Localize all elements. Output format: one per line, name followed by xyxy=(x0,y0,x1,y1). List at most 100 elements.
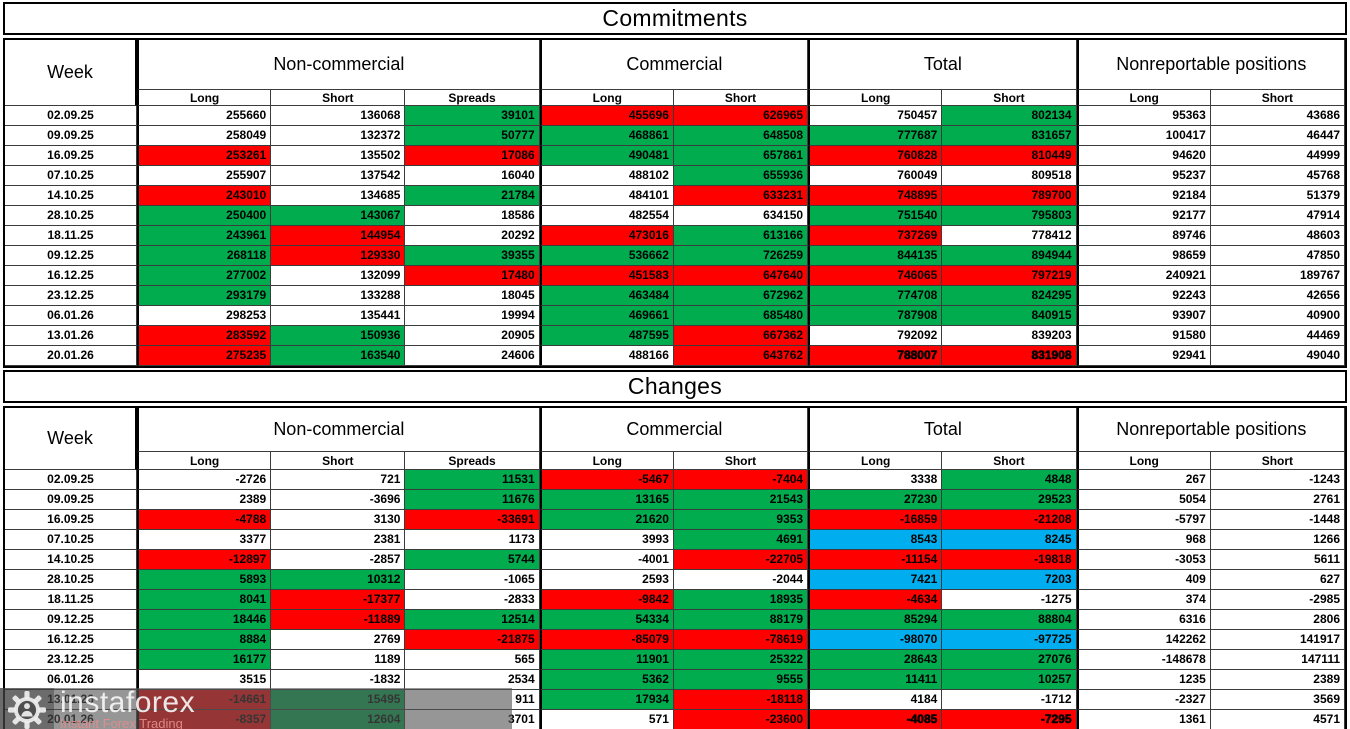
value-cell: 824295 xyxy=(942,286,1077,306)
week-cell: 28.10.25 xyxy=(5,206,137,226)
week-cell: 16.09.25 xyxy=(5,146,137,166)
value-cell: -1832 xyxy=(271,670,406,690)
value-cell: 18446 xyxy=(137,610,272,630)
week-cell: 07.10.25 xyxy=(5,530,137,550)
value-cell: 267 xyxy=(1076,470,1211,490)
value-cell: 657861 xyxy=(673,146,809,166)
value-cell: 655936 xyxy=(673,166,809,186)
column-header: Short xyxy=(942,90,1077,106)
section-commitments: Commitments Week Non-commercial Commercial T… xyxy=(3,2,1347,368)
value-cell: -9842 xyxy=(539,590,674,610)
value-cell: 672962 xyxy=(673,286,809,306)
value-cell: 648508 xyxy=(673,126,809,146)
value-cell: 5362 xyxy=(539,670,674,690)
column-header: Long xyxy=(539,90,674,106)
value-cell: 685480 xyxy=(673,306,809,326)
group-header: Total xyxy=(808,408,1077,452)
value-cell: 11411 xyxy=(808,670,943,690)
value-cell: 10257 xyxy=(942,670,1077,690)
value-cell: 748895 xyxy=(808,186,943,206)
value-cell: 12514 xyxy=(405,610,540,630)
data-grid: Week Non-commercial Commercial Total Nonrepo… xyxy=(3,38,1347,368)
value-cell: 136068 xyxy=(271,106,406,126)
week-cell: 09.12.25 xyxy=(5,246,137,266)
value-cell: 802134 xyxy=(942,106,1077,126)
value-cell: 29523 xyxy=(942,490,1077,510)
value-cell: 760828 xyxy=(808,146,943,166)
week-cell: 14.10.25 xyxy=(5,550,137,570)
value-cell: 374 xyxy=(1076,590,1211,610)
week-cell: 14.10.25 xyxy=(5,186,137,206)
value-cell: 3993 xyxy=(539,530,674,550)
value-cell: 17934 xyxy=(539,690,674,710)
group-header: Non-commercial xyxy=(137,40,540,90)
value-cell: 92243 xyxy=(1076,286,1211,306)
value-cell: 189767 xyxy=(1210,266,1345,286)
value-cell: 2593 xyxy=(539,570,674,590)
value-cell: 5744 xyxy=(405,550,540,570)
value-cell: 143067 xyxy=(271,206,406,226)
value-cell: 19994 xyxy=(405,306,540,326)
value-cell: 778412 xyxy=(942,226,1077,246)
value-cell: 613166 xyxy=(673,226,809,246)
value-cell: -19818 xyxy=(942,550,1077,570)
value-cell: 243961 xyxy=(137,226,272,246)
value-cell: 2381 xyxy=(271,530,406,550)
value-cell: 255660 xyxy=(137,106,272,126)
value-cell: 20905 xyxy=(405,326,540,346)
watermark-tagline: Instant Forex Trading xyxy=(60,716,183,729)
value-cell: -23600 xyxy=(673,710,809,729)
value-cell: 39355 xyxy=(405,246,540,266)
value-cell: 92177 xyxy=(1076,206,1211,226)
gear-icon xyxy=(8,690,46,729)
value-cell: -5797 xyxy=(1076,510,1211,530)
value-cell: 751540 xyxy=(808,206,943,226)
value-cell: 18045 xyxy=(405,286,540,306)
group-header: Commercial xyxy=(539,408,809,452)
value-cell: 4691 xyxy=(673,530,809,550)
value-cell: 277002 xyxy=(137,266,272,286)
value-cell: 298253 xyxy=(137,306,272,326)
value-cell: 94620 xyxy=(1076,146,1211,166)
value-cell: 144954 xyxy=(271,226,406,246)
value-cell: 16177 xyxy=(137,650,272,670)
value-cell: -1065 xyxy=(405,570,540,590)
value-cell: 809518 xyxy=(942,166,1077,186)
watermark-text: instaforex Instant Forex Trading xyxy=(60,688,195,729)
instaforex-watermark: instaforex Instant Forex Trading xyxy=(0,688,512,729)
value-cell: -2985 xyxy=(1210,590,1345,610)
value-cell: 488166 xyxy=(539,346,674,366)
value-cell: 21543 xyxy=(673,490,809,510)
value-cell: 18586 xyxy=(405,206,540,226)
week-cell: 16.12.25 xyxy=(5,266,137,286)
value-cell: -2327 xyxy=(1076,690,1211,710)
value-cell: -11154 xyxy=(808,550,943,570)
value-cell: 40900 xyxy=(1210,306,1345,326)
value-cell: 831657 xyxy=(942,126,1077,146)
column-header: Long xyxy=(137,90,272,106)
value-cell: 11676 xyxy=(405,490,540,510)
value-cell: 43686 xyxy=(1210,106,1345,126)
week-cell: 23.12.25 xyxy=(5,650,137,670)
value-cell: 4848 xyxy=(942,470,1077,490)
value-cell: 42656 xyxy=(1210,286,1345,306)
value-cell: 258049 xyxy=(137,126,272,146)
value-cell: 100417 xyxy=(1076,126,1211,146)
value-cell: 468861 xyxy=(539,126,674,146)
value-cell: 132372 xyxy=(271,126,406,146)
week-cell: 13.01.26 xyxy=(5,326,137,346)
value-cell: 17086 xyxy=(405,146,540,166)
value-cell: 49040 xyxy=(1210,346,1345,366)
value-cell: -5467 xyxy=(539,470,674,490)
value-cell: 163540 xyxy=(271,346,406,366)
value-cell: 490481 xyxy=(539,146,674,166)
value-cell: 627 xyxy=(1210,570,1345,590)
week-cell: 28.10.25 xyxy=(5,570,137,590)
week-cell: 09.12.25 xyxy=(5,610,137,630)
value-cell: -7295 xyxy=(942,710,1077,729)
column-header: Long xyxy=(539,452,674,470)
value-cell: 473016 xyxy=(539,226,674,246)
value-cell: 17480 xyxy=(405,266,540,286)
value-cell: 25322 xyxy=(673,650,809,670)
